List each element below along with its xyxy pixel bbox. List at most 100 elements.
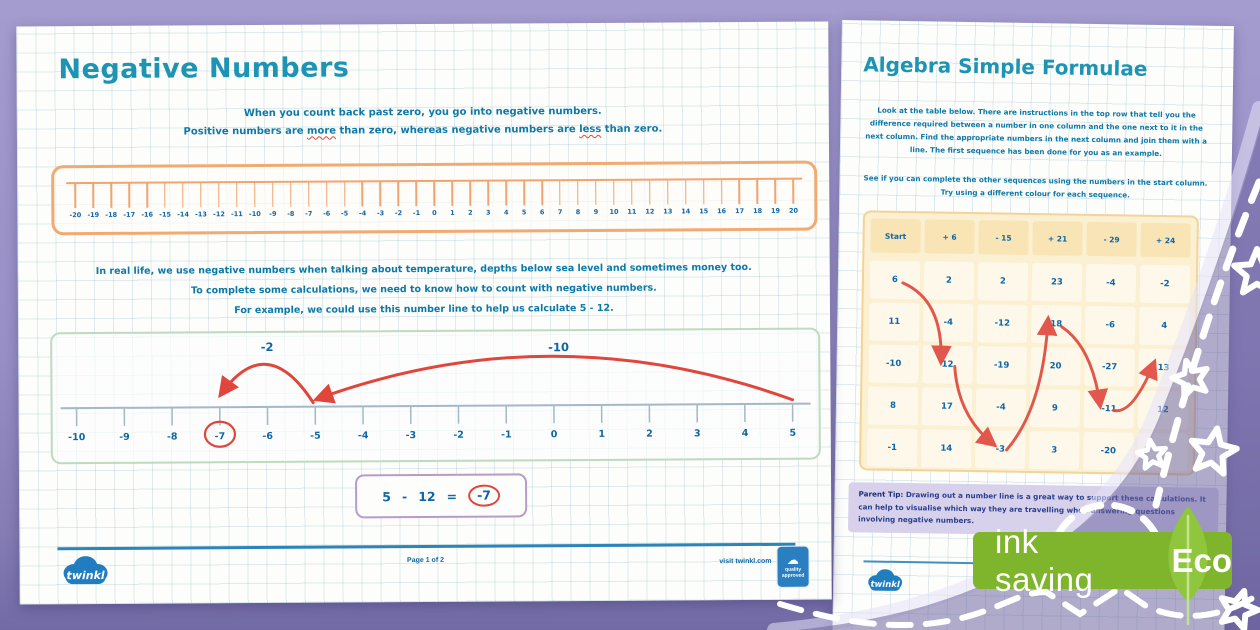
numberline-tick: -15 [156,182,174,230]
numberline-tick: 8 [569,180,587,227]
svg-text:2: 2 [646,429,653,440]
table-header-cell: + 6 [924,219,975,255]
numberline-tick: -16 [138,182,156,230]
numberline-tick: -1 [407,181,425,228]
numberline-tick-label: -1 [412,209,421,218]
equation-equals: = [446,488,458,504]
svg-text:-9: -9 [119,432,130,443]
ink-saving-label: ink saving [995,522,1094,598]
numberline-tick-label: -8 [287,209,295,218]
numberline-tick-label: 4 [503,208,509,217]
intro-paragraph: When you count back past zero, you go in… [17,102,829,143]
numberline-tick: -12 [210,182,228,229]
numberline-tick-label: -6 [323,209,331,218]
svg-text:-7: -7 [215,431,226,442]
equation-box: 5 - 12 = -7 [354,473,528,519]
table-cell: -6 [1084,305,1136,345]
numberline-tick-label: 5 [521,208,527,217]
algebra-table-grid: Start + 6- 15 + 21- 29 + 24 6 2 2 23 -4 -2 11 -4 -12… [866,218,1191,472]
numberline-tick-label: 12 [645,207,655,216]
numberline-tick-label: 8 [575,208,581,217]
instructions-paragraph-1: Look at the table below. There are instr… [865,105,1208,158]
numberline-tick: 20 [784,178,802,226]
table-cell: 23 [1031,263,1083,302]
svg-text:twinkl: twinkl [870,579,900,589]
numberline-tick-label: -13 [195,210,207,219]
numberline-tick: -10 [246,182,264,229]
numberline-tick-label: -19 [87,210,100,220]
numberline-tick-label: 10 [609,207,619,216]
svg-text:-8: -8 [167,432,178,443]
table-cell: -2 [1139,264,1191,304]
table-cell [1136,432,1188,472]
table-cell: -1 [866,428,918,468]
svg-text:3: 3 [694,428,701,439]
numberline-tick-label: -7 [305,209,313,218]
numberline-tick: 12 [641,179,659,227]
numberline-tick: -7 [300,181,318,229]
eco-label: Eco [1171,541,1232,579]
table-cell: -19 [976,346,1027,385]
table-cell: 2 [923,261,975,301]
numberline-tick-label: 6 [539,208,545,217]
numberline-tick: -9 [264,181,282,229]
svg-text:-6: -6 [262,431,273,442]
numberline-tick-label: 7 [557,208,563,217]
table-header-cell: Start [870,218,921,254]
body-paragraph: In real life, we use negative numbers wh… [18,258,830,323]
body-line-3: For example, we could use this number li… [234,302,614,317]
numberline-tick: 6 [533,180,551,227]
svg-text:-3: -3 [406,430,417,441]
numberline-ticks: -2 0 -19 -18 -17 -16 -15 -1 4 -13 -12 -11 -10 -9 -8 -7 -… [66,178,802,230]
svg-text:-2: -2 [453,430,464,441]
table-cell: 11 [868,302,920,342]
table-header-cell: - 29 [1086,221,1137,257]
numberline-tick: 1 [443,180,461,228]
equation-result-circled: -7 [468,484,501,507]
numberline-tick: -8 [282,181,300,229]
table-cell: -10 [868,344,919,384]
footer-divider [57,542,796,550]
table-cell: 8 [867,386,919,426]
numberline-tick: 10 [605,179,623,227]
numberline-tick: -18 [102,182,120,230]
numberline-tick-label: -17 [123,210,136,219]
numberline-tick: 9 [587,179,605,227]
table-cell: 12 [1137,390,1189,430]
star-icon [1218,588,1260,630]
svg-text:-5: -5 [310,431,321,442]
numberline-tick: -3 [371,181,389,228]
numberline-tick-label: -10 [248,209,261,219]
numberline-tick: 17 [730,179,748,226]
numberline-tick: 0 [425,180,443,228]
visit-site-text: visit twinkl.com [719,557,772,566]
numberline-tick: 19 [766,178,784,226]
numberline-tick-label: -18 [105,210,118,219]
numberline-tick: 7 [551,180,569,227]
twinkl-logo: twinkl [63,556,108,585]
table-header-cell: + 21 [1032,221,1083,256]
twinkl-logo: twinkl [868,569,903,591]
table-cell: 12 [922,345,973,385]
page-title: Algebra Simple Formulae [863,52,1148,81]
table-cell: 18 [1030,305,1082,344]
table-cell: -3 [974,430,1026,469]
numberline-calculation-graphic: -10 -9 -8 -7 -6 -5 -4 -3 -2 -1 0 1 2 3 4 5-10-2 [60,340,811,448]
numberline-tick: 15 [695,179,713,226]
numberline-tick: -2 [389,181,407,228]
worksheet-page-negative-numbers: Negative Numbers When you count back pas… [16,21,832,605]
table-cell: 4 [1138,306,1190,346]
table-header-cell: + 24 [1140,222,1191,258]
table-cell: -20 [1082,431,1134,471]
svg-text:-4: -4 [358,430,369,441]
numberline-tick-label: 0 [432,208,437,217]
numberline-tick-label: 14 [681,207,691,216]
table-cell: 17 [921,387,973,427]
numberline-tick-label: 11 [627,207,637,216]
numberline-tick: -11 [228,182,246,229]
numberline-tick-label: 13 [663,207,673,216]
table-cell: -4 [975,388,1027,427]
svg-text:-10: -10 [548,340,569,354]
numberline-tick-label: -3 [376,209,385,218]
